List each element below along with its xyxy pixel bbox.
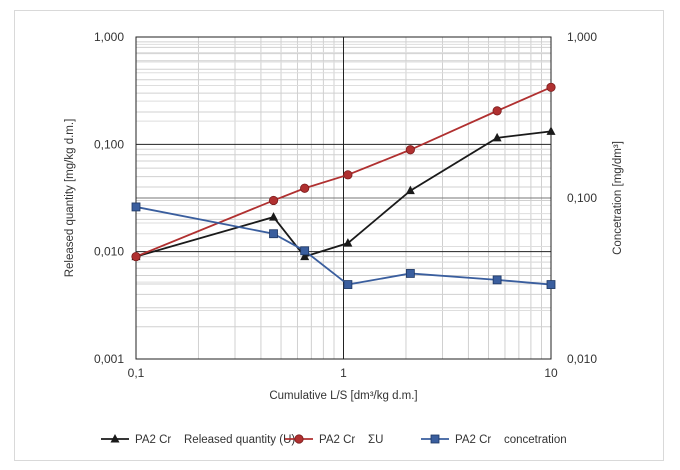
data-point (546, 280, 556, 289)
y-axis-label-right: Concetration [mg/dm³] (612, 141, 624, 255)
legend-marker (110, 434, 120, 443)
data-point (300, 183, 310, 193)
legend-marker (430, 434, 440, 444)
y-tick-label-left: 0,010 (94, 245, 124, 259)
chart-svg: 0,1 1 10 0,001 0,010 0,100 1,000 0,010 0,100 1,00… (64, 30, 624, 446)
data-point (492, 132, 502, 142)
data-point (343, 170, 353, 180)
legend-label: PA2 Cr concetration (455, 434, 567, 446)
data-point (131, 251, 141, 262)
data-point (405, 269, 415, 278)
y-tick-label-left: 1,000 (94, 30, 124, 44)
x-tick-label: 1 (340, 366, 347, 380)
legend-label: PA2 Cr Released quantity (U) (135, 434, 295, 446)
data-point (268, 195, 279, 206)
data-point (492, 106, 502, 116)
tick-labels: 0,1 1 10 0,001 0,010 0,100 1,000 0,010 0,100 1,00… (94, 30, 597, 380)
chart-frame: 0,1 1 10 0,001 0,010 0,100 1,000 0,010 0,100 1,00… (14, 10, 664, 461)
legend-label: PA2 Cr ΣU (319, 434, 383, 446)
y-tick-label-right: 0,010 (567, 352, 597, 366)
x-axis-label: Cumulative L/S [dm³/kg d.m.] (269, 390, 417, 402)
y-tick-label-right: 1,000 (567, 30, 597, 44)
y-axis-label-left: Released quantity [mg/kg d.m.] (64, 119, 76, 278)
data-point (269, 212, 279, 221)
y-tick-label-right: 0,100 (567, 191, 597, 205)
data-point (269, 229, 278, 239)
data-point (343, 280, 353, 289)
data-point (405, 145, 415, 155)
x-tick-label: 0,1 (128, 366, 145, 380)
plot-border (135, 36, 552, 360)
data-point (300, 251, 310, 261)
data-point (131, 202, 141, 212)
y-tick-label-left: 0,001 (94, 352, 124, 366)
legend: PA2 Cr Released quantity (U) PA2 Cr ΣU PA2… (101, 434, 567, 446)
x-tick-label: 10 (544, 366, 558, 380)
data-point (405, 185, 415, 195)
legend-marker (294, 434, 304, 444)
data-point (546, 126, 556, 135)
data-point (343, 238, 353, 247)
data-point (546, 82, 556, 92)
series-layer (131, 82, 556, 289)
y-tick-label-left: 0,100 (94, 137, 124, 151)
data-point (300, 246, 310, 256)
data-point (492, 275, 502, 285)
grid (135, 36, 552, 360)
